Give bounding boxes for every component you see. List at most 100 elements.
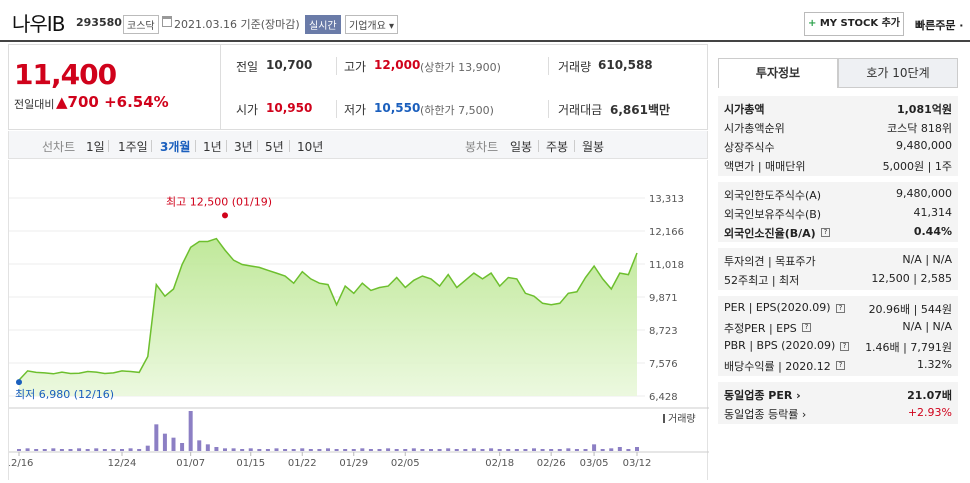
volume-bar: [111, 449, 116, 451]
volume-bar: [471, 448, 476, 451]
realtime-badge[interactable]: 실시간: [305, 15, 341, 34]
volume-bar: [300, 448, 305, 451]
info-row: 상장주식수 9,480,000: [724, 137, 952, 155]
info-row: 추정PER | EPS? N/A | N/A: [724, 318, 952, 336]
volume-bar: [549, 449, 554, 451]
info-row-label: 외국인보유주식수(B): [724, 208, 822, 221]
market-badge: 코스닥: [123, 15, 159, 34]
volume-bar: [248, 448, 253, 451]
info-row-label: 상장주식수: [724, 141, 775, 154]
period-3y[interactable]: 3년: [234, 140, 253, 154]
volume-bar: [480, 449, 485, 451]
period-1w[interactable]: 1주일: [118, 140, 148, 154]
volume-bar: [437, 449, 442, 451]
help-icon[interactable]: ?: [840, 342, 849, 351]
volume-bar: [540, 449, 545, 451]
volume-bar: [214, 447, 219, 451]
y-tick-label: 7,576: [649, 359, 678, 370]
volume-bar: [506, 449, 511, 451]
volume-bar: [454, 449, 459, 451]
info-row-label: 외국인한도주식수(A): [724, 189, 822, 202]
volume-bar: [429, 449, 433, 451]
info-row-value: 9,480,000: [896, 187, 952, 200]
quick-order-button[interactable]: 빠른주문 ·: [915, 19, 964, 32]
y-tick-label: 12,166: [649, 227, 684, 238]
volume-bar: [566, 448, 571, 451]
volume-bar: [85, 449, 90, 451]
volume-bar: [308, 449, 313, 451]
info-row-label: 액면가 | 매매단위: [724, 160, 806, 173]
prev-close-label: 전일: [236, 60, 259, 74]
volume-bar: [368, 449, 373, 451]
up-arrow-icon: ▲: [56, 93, 68, 111]
add-mystock-button[interactable]: + MY STOCK 추가: [804, 12, 904, 36]
candle-daily[interactable]: 일봉: [510, 140, 533, 154]
volume-bar: [334, 449, 339, 451]
tab-invest-info[interactable]: 투자정보: [718, 58, 838, 88]
info-row-label: 시가총액: [724, 103, 765, 116]
volume-bar: [265, 449, 270, 451]
info-group-1: 시가총액 1,081억원 시가총액순위 코스닥 818위 상장주식수 9,480,000 액…: [718, 96, 958, 176]
info-row-value: 코스닥 818위: [887, 122, 952, 135]
max-label: 최고 12,500 (01/19): [166, 195, 272, 208]
x-tick-label: 01/29: [339, 458, 368, 469]
info-group-3: 투자의견 | 목표주가 N/A | N/A 52주최고 | 최저 12,500 | 2…: [718, 248, 958, 290]
x-tick-label: 12/24: [108, 458, 137, 469]
info-row: 액면가 | 매매단위 5,000원 | 1주: [724, 156, 952, 174]
help-icon[interactable]: ?: [802, 323, 811, 332]
amount-value: 6,861백만: [610, 101, 670, 118]
period-5y[interactable]: 5년: [265, 140, 284, 154]
price-chart[interactable]: 13,313 12,166 11,018 9,871 8,723 7,576 6,428 최…: [5, 160, 709, 480]
volume-bars: [17, 411, 639, 451]
volume-bar: [386, 448, 391, 451]
info-row: PER | EPS(2020.09)? 20.96배 | 544원: [724, 299, 952, 317]
amount-unit: 백만: [647, 103, 671, 117]
info-row-label: PER | EPS(2020.09): [724, 301, 831, 314]
help-icon[interactable]: ?: [836, 361, 845, 370]
volume-value: 610,588: [598, 58, 653, 72]
info-group-5: 동일업종 PER › 21.07배 동일업종 등락률 › +2.93%: [718, 382, 958, 424]
help-icon[interactable]: ?: [836, 304, 845, 313]
stock-header: [0, 0, 970, 42]
period-1y[interactable]: 1년: [203, 140, 222, 154]
volume-bar: [231, 448, 236, 451]
company-info-dropdown[interactable]: 기업개요 ▾: [345, 15, 398, 34]
tab-order-book[interactable]: 호가 10단계: [838, 58, 958, 88]
x-tick-label: 01/22: [288, 458, 317, 469]
volume-bar: [51, 448, 56, 451]
help-icon[interactable]: ?: [821, 228, 830, 237]
volume-bar: [154, 424, 159, 451]
volume-bar: [317, 449, 322, 451]
volume-bar: [394, 449, 399, 451]
volume-bar: [120, 449, 124, 451]
info-row: 외국인소진율(B/A)? 0.44%: [724, 223, 952, 241]
volume-bar: [514, 449, 519, 451]
volume-bar: [171, 437, 176, 451]
volume-bar: [188, 411, 193, 451]
price-chart-area: 13,313 12,166 11,018 9,871 8,723 7,576 6,428 최…: [5, 160, 709, 480]
volume-bar: [532, 448, 536, 451]
volume-bar: [574, 449, 579, 451]
period-1d[interactable]: 1일: [86, 140, 105, 154]
info-row: 시가총액 1,081억원: [724, 99, 952, 117]
stock-code: 293580: [76, 16, 122, 29]
period-3m[interactable]: 3개월: [160, 140, 191, 154]
info-row-value: 1,081억원: [896, 103, 952, 116]
x-axis-labels: 12/16 12/24 01/07 01/15 01/22 01/29 02/05 02/18…: [5, 452, 651, 469]
volume-bar: [102, 449, 107, 451]
volume-bar: [59, 449, 64, 451]
candle-monthly[interactable]: 월봉: [582, 140, 605, 154]
change-percent: +6.54%: [104, 93, 169, 111]
info-row: 52주최고 | 최저 12,500 | 2,585: [724, 270, 952, 288]
volume-bar: [180, 443, 185, 451]
line-chart-label: 선차트: [42, 140, 76, 154]
volume-bar: [351, 449, 356, 451]
info-row: 동일업종 등락률 › +2.93%: [724, 404, 952, 422]
volume-bar: [583, 449, 588, 451]
candle-weekly[interactable]: 주봉: [546, 140, 569, 154]
divider: [257, 140, 258, 152]
min-label: 최저 6,980 (12/16): [15, 388, 114, 401]
amount-label: 거래대금: [558, 103, 603, 117]
period-10y[interactable]: 10년: [297, 140, 324, 154]
y-tick-label: 6,428: [649, 392, 678, 403]
